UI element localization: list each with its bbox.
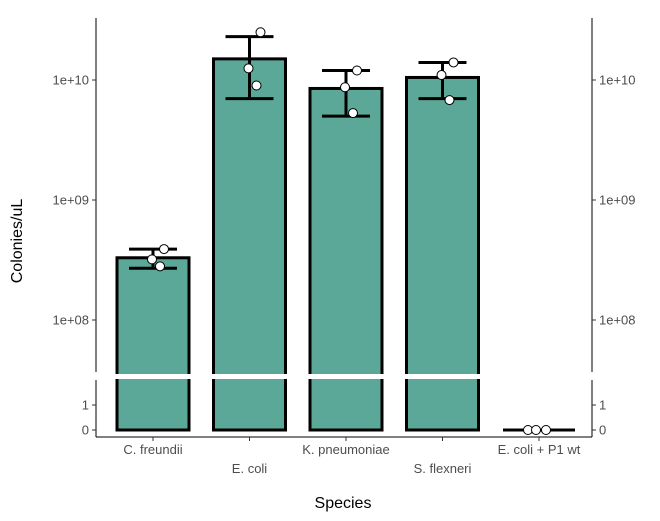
data-point-e-coli-1: [255, 27, 266, 38]
x-tick-label-e-coli-p1-wt: E. coli + P1 wt: [498, 442, 581, 457]
y-tick-label-left-1e-08: 1e+08: [52, 313, 89, 328]
y-tick-label-right-1: 1: [599, 398, 606, 413]
y-tick-label-right-1e-09: 1e+09: [599, 193, 636, 208]
data-point-k-pneumoniae-2: [340, 82, 350, 93]
x-tick-label-s-flexneri: S. flexneri: [414, 461, 472, 476]
x-axis-title: Species: [315, 495, 372, 512]
y-axis-title: Colonies/uL: [9, 199, 26, 284]
data-point-c-freundii-3: [155, 261, 165, 272]
data-point-s-flexneri-3: [444, 95, 455, 106]
axis-break: [90, 374, 600, 379]
data-point-e-coli-3: [251, 80, 262, 91]
y-tick-label-left-0: 0: [82, 423, 89, 438]
y-tick-label-right-1e-10: 1e+10: [599, 73, 636, 88]
data-point-e-coli-p1-wt-2: [531, 425, 541, 435]
y-tick-label-left-1e-09: 1e+09: [52, 193, 89, 208]
data-point-c-freundii-2: [147, 254, 157, 265]
bar-c-freundii: [115, 256, 191, 432]
data-point-s-flexneri-1: [448, 57, 459, 68]
y-tick-label-left-1e-10: 1e+10: [52, 73, 89, 88]
data-point-k-pneumoniae-1: [352, 65, 362, 76]
data-point-k-pneumoniae-3: [348, 108, 358, 119]
y-tick-label-right-1e-08: 1e+08: [599, 313, 636, 328]
data-point-e-coli-2: [243, 63, 254, 74]
x-tick-label-e-coli: E. coli: [232, 461, 268, 476]
data-point-c-freundii-1: [159, 244, 169, 255]
y-tick-label-right-0: 0: [599, 423, 606, 438]
x-tick-label-k-pneumoniae: K. pneumoniae: [302, 442, 389, 457]
x-tick-label-c-freundii: C. freundii: [123, 442, 182, 457]
data-point-e-coli-p1-wt-3: [541, 425, 551, 435]
data-point-s-flexneri-2: [436, 70, 447, 81]
bar-k-pneumoniae: [308, 86, 384, 432]
bar-e-coli: [212, 57, 287, 432]
y-tick-label-left-1: 1: [82, 398, 89, 413]
